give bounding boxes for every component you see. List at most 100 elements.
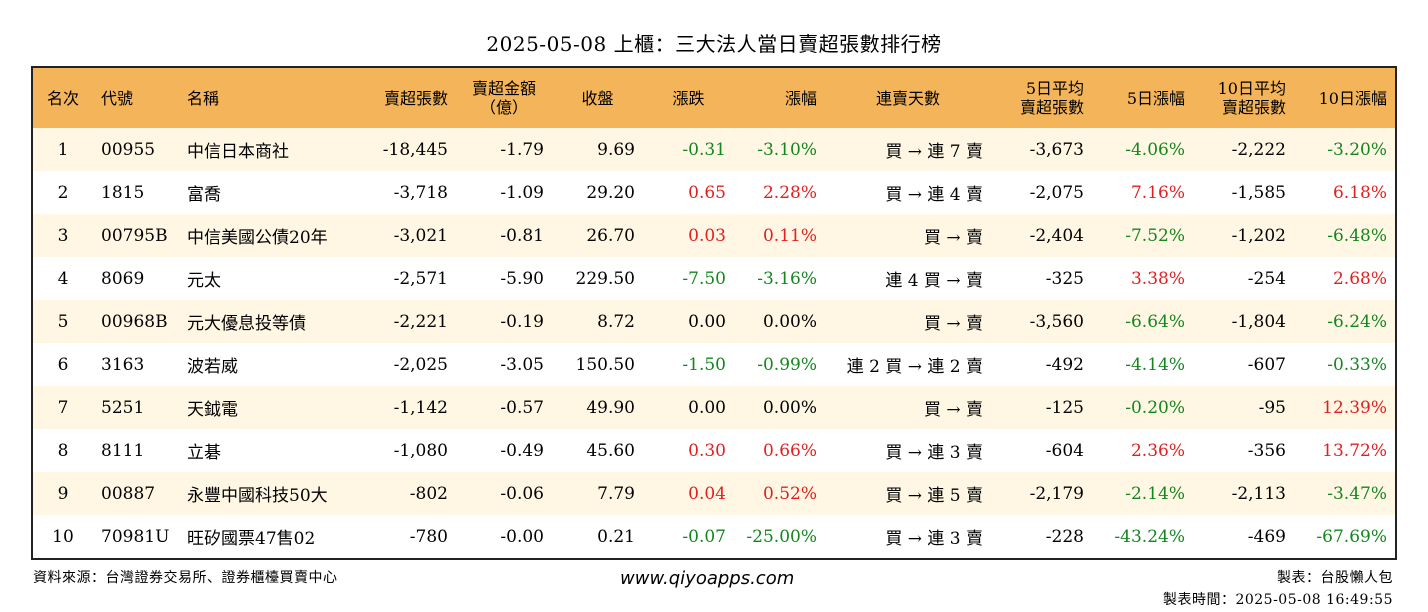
cell-streak: 買 → 賣	[923, 400, 983, 420]
cell-close: 229.50	[575, 268, 635, 289]
header-pct5: 5日漲幅	[1126, 88, 1185, 108]
cell-change-pct: 0.00%	[762, 311, 817, 332]
cell-avg5: -3,673	[1029, 139, 1084, 160]
cell-code: 00887	[101, 483, 156, 504]
cell-sell-lots: -802	[409, 483, 448, 504]
header-avg5-line1: 5日平均	[1025, 79, 1084, 98]
cell-change: 0.30	[688, 440, 726, 461]
cell-streak: 買 → 連 5 賣	[885, 486, 983, 506]
cell-streak: 連 2 買 → 連 2 賣	[846, 357, 983, 377]
cell-change: -1.50	[682, 354, 726, 375]
table-row: 10 70981U 旺矽國票47售02 -780 -0.00 0.21 -0.07 -25.0…	[32, 515, 1396, 559]
cell-name: 富喬	[187, 185, 221, 205]
cell-change-pct: -3.10%	[757, 139, 817, 160]
cell-streak: 買 → 連 3 賣	[885, 529, 983, 549]
cell-sell-lots: -3,718	[393, 182, 448, 203]
cell-pct10: 6.18%	[1332, 182, 1387, 203]
cell-change-pct: 0.52%	[762, 483, 817, 504]
maker-label: 製表：台股懶人包	[1277, 570, 1393, 586]
cell-change-pct: 2.28%	[762, 182, 817, 203]
cell-close: 45.60	[586, 440, 635, 461]
cell-name: 元太	[187, 271, 221, 291]
cell-avg10: -356	[1247, 440, 1286, 461]
cell-rank: 5	[57, 311, 69, 332]
cell-name: 元大優息投等債	[187, 314, 306, 334]
cell-sell-amount: -0.19	[500, 311, 544, 332]
cell-avg5: -228	[1045, 526, 1084, 547]
cell-code: 8069	[101, 268, 145, 289]
table-row: 6 3163 波若威 -2,025 -3.05 150.50 -1.50 -0.99% 連 2 …	[32, 343, 1396, 386]
page-title: 2025-05-08 上櫃：三大法人當日賣超張數排行榜	[486, 32, 942, 56]
cell-rank: 2	[57, 182, 69, 203]
cell-avg10: -1,804	[1231, 311, 1286, 332]
cell-sell-lots: -18,445	[382, 139, 448, 160]
cell-rank: 3	[57, 225, 69, 246]
cell-pct5: -43.24%	[1114, 526, 1185, 547]
cell-sell-amount: -0.81	[500, 225, 544, 246]
cell-sell-lots: -780	[409, 526, 448, 547]
cell-code: 1815	[101, 182, 145, 203]
cell-streak: 買 → 連 3 賣	[885, 443, 983, 463]
cell-avg10: -2,222	[1231, 139, 1286, 160]
cell-name: 立碁	[187, 443, 221, 463]
cell-avg5: -492	[1045, 354, 1084, 375]
cell-pct10: -3.20%	[1327, 139, 1387, 160]
cell-change-pct: 0.66%	[762, 440, 817, 461]
cell-close: 9.69	[597, 139, 635, 160]
cell-sell-lots: -1,080	[393, 440, 448, 461]
header-name: 名稱	[187, 88, 220, 108]
table-header: 名次 代號 名稱 賣超張數 賣超金額 （億） 收盤 漲跌 漲幅 連賣天數 5日平…	[32, 67, 1396, 128]
cell-streak: 連 4 買 → 賣	[885, 271, 983, 291]
cell-avg10: -607	[1247, 354, 1286, 375]
cell-sell-amount: -3.05	[500, 354, 544, 375]
website-link[interactable]: www.qiyoapps.com	[620, 568, 795, 589]
cell-code: 70981U	[101, 526, 170, 547]
cell-pct5: 3.38%	[1130, 268, 1185, 289]
cell-streak: 買 → 賣	[923, 314, 983, 334]
cell-close: 49.90	[586, 397, 635, 418]
header-close: 收盤	[581, 88, 614, 108]
cell-close: 7.79	[597, 483, 635, 504]
table-row: 8 8111 立碁 -1,080 -0.49 45.60 0.30 0.66% 買 → 連 3 …	[32, 429, 1396, 472]
cell-sell-lots: -2,221	[393, 311, 448, 332]
header-avg10-line1: 10日平均	[1217, 79, 1286, 98]
cell-change-pct: -25.00%	[746, 526, 817, 547]
cell-pct5: -6.64%	[1125, 311, 1185, 332]
cell-name: 中信美國公債20年	[187, 228, 328, 248]
footer-credits: 製表：台股懶人包 製表時間：2025-05-08 16:49:55	[1163, 567, 1393, 611]
cell-avg5: -2,075	[1029, 182, 1084, 203]
cell-rank: 1	[57, 139, 69, 160]
cell-change: 0.65	[688, 182, 726, 203]
cell-pct5: 2.36%	[1130, 440, 1185, 461]
cell-avg10: -254	[1247, 268, 1286, 289]
header-change-pct: 漲幅	[784, 88, 817, 108]
cell-pct10: -6.48%	[1327, 225, 1387, 246]
cell-pct10: 2.68%	[1332, 268, 1387, 289]
table-row: 4 8069 元太 -2,571 -5.90 229.50 -7.50 -3.16% 連 4 買…	[32, 257, 1396, 300]
cell-rank: 10	[52, 526, 74, 547]
header-sell-amount-line2: （億）	[479, 98, 528, 117]
cell-rank: 9	[57, 483, 69, 504]
cell-change: 0.00	[688, 397, 726, 418]
cell-avg10: -1,202	[1231, 225, 1286, 246]
header-sell-lots: 賣超張數	[383, 88, 448, 108]
header-streak: 連賣天數	[875, 88, 940, 108]
header-avg10: 10日平均 賣超張數	[1193, 67, 1294, 128]
cell-change: -7.50	[682, 268, 726, 289]
cell-code: 3163	[101, 354, 145, 375]
cell-code: 8111	[101, 440, 145, 461]
cell-close: 150.50	[575, 354, 635, 375]
cell-sell-lots: -3,021	[393, 225, 448, 246]
cell-name: 中信日本商社	[187, 142, 289, 162]
header-sell-amount-line1: 賣超金額	[471, 79, 536, 98]
cell-sell-amount: -5.90	[500, 268, 544, 289]
cell-pct5: -2.14%	[1125, 483, 1185, 504]
cell-avg5: -604	[1045, 440, 1084, 461]
cell-name: 旺矽國票47售02	[187, 529, 316, 549]
cell-avg10: -469	[1247, 526, 1286, 547]
cell-pct10: -3.47%	[1327, 483, 1387, 504]
table-row: 2 1815 富喬 -3,718 -1.09 29.20 0.65 2.28% 買 → 連 4 …	[32, 171, 1396, 214]
cell-sell-lots: -1,142	[393, 397, 448, 418]
cell-code: 00968B	[101, 311, 168, 332]
cell-pct10: 12.39%	[1322, 397, 1387, 418]
